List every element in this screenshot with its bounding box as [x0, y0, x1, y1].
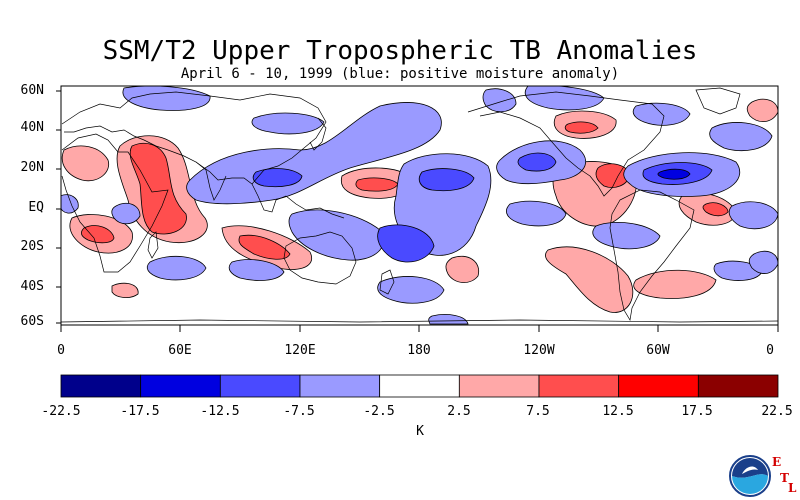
negative-anomaly-region: [592, 221, 661, 250]
logo-letter: E: [772, 455, 782, 469]
positive-anomaly-region: [595, 163, 631, 188]
positive-anomaly-region: [746, 98, 778, 122]
negative-anomaly-region: [228, 259, 285, 281]
colorbar-swatch: [697, 374, 779, 398]
colorbar-swatch: [618, 374, 699, 398]
colorbar-tick-label: -2.5: [363, 404, 395, 419]
colorbar-swatch: [140, 374, 221, 398]
noaa-logo-icon: [729, 455, 771, 497]
negative-anomaly-region: [377, 224, 435, 263]
positive-anomaly-region: [355, 177, 399, 192]
colorbar-tick-label: 12.5: [602, 404, 634, 419]
colorbar-swatch: [538, 374, 620, 398]
negative-anomaly-region: [252, 168, 303, 188]
negative-anomaly-region: [728, 201, 778, 230]
coastline-europe-asia: [61, 91, 327, 185]
lat-label: 40N: [20, 120, 44, 135]
lon-label: 0: [57, 343, 65, 358]
lat-label: 40S: [20, 279, 44, 294]
colorbar: [60, 374, 779, 398]
anomaly-field: [61, 86, 778, 325]
lat-label: EQ: [28, 200, 44, 215]
colorbar-swatch: [299, 374, 381, 398]
negative-anomaly-region: [713, 260, 763, 281]
positive-anomaly-region: [545, 246, 634, 313]
negative-anomaly-region: [146, 256, 207, 281]
positive-anomaly-region: [111, 282, 139, 298]
coastlines: [61, 87, 778, 323]
positive-anomaly-region: [702, 202, 729, 217]
colorbar-swatch: [219, 374, 301, 398]
lon-label: 60E: [168, 343, 192, 358]
positive-anomaly-region: [80, 225, 115, 244]
negative-anomaly-region: [418, 168, 475, 192]
colorbar-swatch: [379, 374, 460, 398]
colorbar-swatch: [458, 374, 540, 398]
coastline-japan: [309, 117, 327, 151]
coastline-antarctica: [61, 319, 778, 323]
negative-anomaly-region: [657, 168, 691, 180]
positive-anomaly-region: [564, 121, 599, 134]
lon-label: 60W: [646, 343, 670, 358]
logo-letter: T: [780, 471, 789, 485]
colorbar-tick-label: 2.5: [447, 404, 471, 419]
negative-anomaly-region: [482, 88, 517, 113]
chart-subtitle: April 6 - 10, 1999 (blue: positive moist…: [180, 66, 620, 82]
axis-ticks: [56, 90, 779, 332]
colorbar-tick-label: 17.5: [681, 404, 713, 419]
colorbar-tick-label: 22.5: [761, 404, 793, 419]
coastline-south-america: [609, 189, 695, 321]
negative-anomaly-region: [517, 152, 557, 172]
negative-anomaly-region: [428, 314, 469, 325]
colorbar-tick-label: -17.5: [120, 404, 160, 419]
negative-anomaly-region: [122, 86, 211, 111]
colorbar-tick-label: -22.5: [41, 404, 81, 419]
lat-label: 20N: [20, 160, 44, 175]
lon-label: 180: [407, 343, 431, 358]
negative-anomaly-region: [251, 112, 325, 135]
negative-anomaly-region: [632, 102, 691, 126]
lon-label: 120W: [523, 343, 555, 358]
coastline-madagascar: [147, 231, 159, 259]
negative-anomaly-region: [748, 250, 778, 274]
colorbar-units: K: [416, 424, 424, 439]
negative-anomaly-region: [186, 102, 442, 205]
colorbar-swatch: [60, 374, 142, 398]
colorbar-tick-label: -7.5: [283, 404, 315, 419]
lat-label: 20S: [20, 239, 44, 254]
coastline-india: [195, 161, 227, 201]
positive-anomaly-region: [445, 255, 480, 283]
negative-anomaly-region: [61, 194, 79, 214]
colorbar-tick-label: -12.5: [200, 404, 240, 419]
coastline-southeast-asia: [251, 183, 345, 219]
coastline-north-america: [467, 91, 665, 197]
lon-label: 0: [766, 343, 774, 358]
positive-anomaly-region: [61, 145, 110, 182]
noaa-logo: E T L: [728, 452, 800, 500]
coastline-greenland: [695, 87, 741, 115]
lat-label: 60N: [20, 83, 44, 98]
colorbar-tick-label: 7.5: [526, 404, 550, 419]
positive-anomaly-region: [633, 269, 717, 299]
coastline-africa: [61, 133, 169, 273]
negative-anomaly-region: [111, 202, 141, 225]
lon-label: 120E: [284, 343, 316, 358]
coastline-australia: [283, 231, 357, 285]
lat-label: 60S: [20, 314, 44, 329]
positive-anomaly-region: [238, 234, 291, 260]
logo-letter: L: [788, 481, 797, 495]
negative-anomaly-region: [524, 86, 605, 111]
negative-anomaly-region: [506, 200, 567, 227]
negative-anomaly-region: [377, 276, 445, 304]
positive-anomaly-region: [129, 142, 187, 235]
negative-anomaly-region: [709, 122, 773, 152]
chart-title: SSM/T2 Upper Tropospheric TB Anomalies: [102, 36, 698, 66]
coastline-new-zealand: [379, 269, 395, 295]
negative-anomaly-region: [288, 209, 384, 261]
